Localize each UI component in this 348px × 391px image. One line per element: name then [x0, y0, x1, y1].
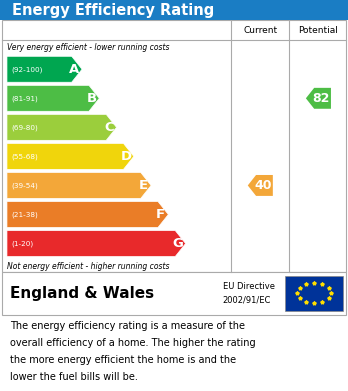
Text: C: C — [104, 121, 113, 134]
Text: Very energy efficient - lower running costs: Very energy efficient - lower running co… — [7, 43, 169, 52]
Text: (39-54): (39-54) — [11, 182, 38, 189]
Text: England & Wales: England & Wales — [10, 286, 155, 301]
Text: F: F — [156, 208, 165, 221]
Text: B: B — [86, 92, 97, 105]
Polygon shape — [7, 172, 151, 198]
Text: Energy Efficiency Rating: Energy Efficiency Rating — [12, 3, 214, 18]
Text: 40: 40 — [254, 179, 272, 192]
Text: (1-20): (1-20) — [11, 240, 33, 247]
Text: G: G — [172, 237, 183, 250]
Text: (81-91): (81-91) — [11, 95, 38, 102]
Text: 82: 82 — [313, 92, 330, 105]
Text: (69-80): (69-80) — [11, 124, 38, 131]
Text: Current: Current — [243, 25, 277, 35]
Text: Potential: Potential — [299, 25, 338, 35]
Text: A: A — [69, 63, 79, 76]
Polygon shape — [7, 201, 168, 228]
Polygon shape — [7, 143, 134, 169]
Text: EU Directive: EU Directive — [223, 282, 275, 291]
FancyBboxPatch shape — [285, 276, 343, 311]
Polygon shape — [7, 56, 82, 82]
FancyBboxPatch shape — [0, 0, 348, 20]
Text: 2002/91/EC: 2002/91/EC — [223, 296, 271, 305]
Polygon shape — [248, 175, 273, 196]
Text: (21-38): (21-38) — [11, 211, 38, 218]
Text: the more energy efficient the home is and the: the more energy efficient the home is an… — [10, 355, 237, 365]
Polygon shape — [7, 115, 117, 140]
Text: E: E — [139, 179, 148, 192]
Polygon shape — [7, 85, 99, 111]
Text: Not energy efficient - higher running costs: Not energy efficient - higher running co… — [7, 262, 169, 271]
Text: (55-68): (55-68) — [11, 153, 38, 160]
Text: The energy efficiency rating is a measure of the: The energy efficiency rating is a measur… — [10, 321, 245, 331]
Polygon shape — [306, 88, 331, 109]
FancyBboxPatch shape — [2, 272, 346, 315]
FancyBboxPatch shape — [2, 20, 346, 272]
Text: D: D — [120, 150, 132, 163]
Polygon shape — [7, 231, 185, 256]
Text: lower the fuel bills will be.: lower the fuel bills will be. — [10, 372, 138, 382]
Text: (92-100): (92-100) — [11, 66, 42, 72]
Text: overall efficiency of a home. The higher the rating: overall efficiency of a home. The higher… — [10, 338, 256, 348]
